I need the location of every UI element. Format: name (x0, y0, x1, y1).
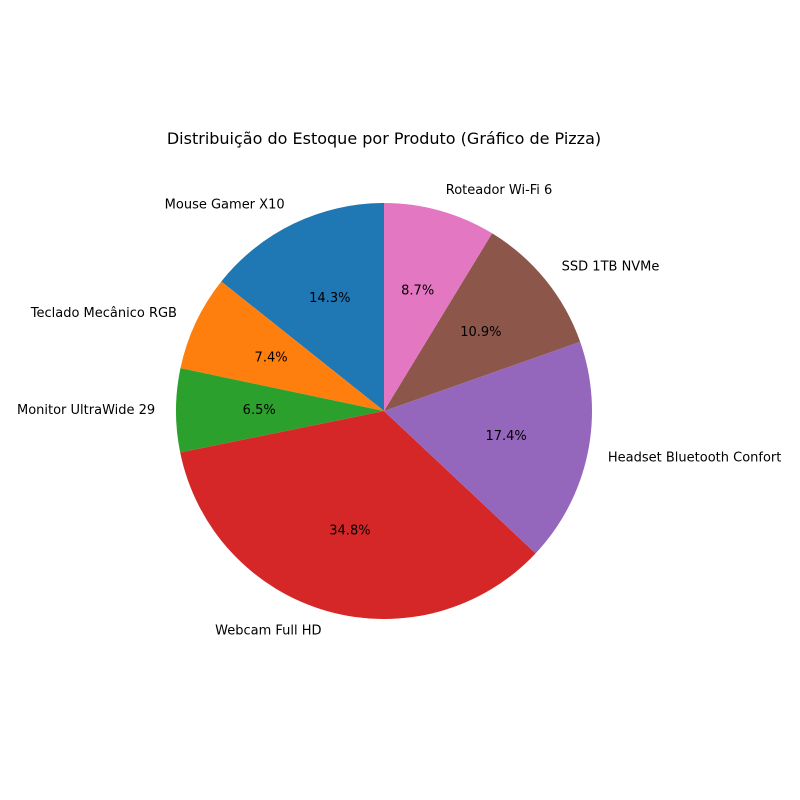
pie-slice-headset-bluetooth-confort (384, 341, 593, 554)
category-label-teclado-mecanico-rgb: Teclado Mecânico RGB (30, 306, 177, 321)
category-labels: Mouse Gamer X10 Teclado Mecânico RGB Monit… (17, 183, 781, 638)
pie-slice-monitor-ultrawide-29 (176, 368, 384, 453)
percentage-label-teclado-mecanico-rgb: 7.4% (255, 350, 288, 365)
percentage-label-webcam-full-hd: 34.8% (329, 524, 370, 539)
pie-slice-ssd-1tb-nvme (384, 233, 581, 411)
pie-slices (176, 203, 593, 620)
percentage-label-monitor-ultrawide-29: 6.5% (243, 403, 276, 418)
category-label-headset-bluetooth-confort: Headset Bluetooth Confort (608, 451, 781, 466)
chart-title: Distribuição do Estoque por Produto (Grá… (167, 129, 601, 148)
pie-slice-webcam-full-hd (180, 411, 536, 620)
category-label-monitor-ultrawide-29: Monitor UltraWide 29 (17, 403, 155, 418)
category-label-mouse-gamer-x10: Mouse Gamer X10 (165, 197, 285, 212)
pie-slice-teclado-mecanico-rgb (180, 281, 384, 411)
percentage-label-roteador-wi-fi-6: 8.7% (401, 283, 434, 298)
category-label-roteador-wi-fi-6: Roteador Wi-Fi 6 (446, 183, 553, 198)
percentage-label-ssd-1tb-nvme: 10.9% (460, 325, 501, 340)
percentage-labels: 14.3% 7.4% 6.5% 34.8% 17.4% 10.9% 8.7% (243, 283, 527, 538)
percentage-label-headset-bluetooth-confort: 17.4% (485, 429, 526, 444)
pie-slice-roteador-wi-fi-6 (384, 203, 493, 411)
category-label-ssd-1tb-nvme: SSD 1TB NVMe (562, 259, 660, 274)
percentage-label-mouse-gamer-x10: 14.3% (309, 291, 350, 306)
pie-slice-mouse-gamer-x10 (221, 203, 384, 411)
category-label-webcam-full-hd: Webcam Full HD (215, 624, 321, 639)
